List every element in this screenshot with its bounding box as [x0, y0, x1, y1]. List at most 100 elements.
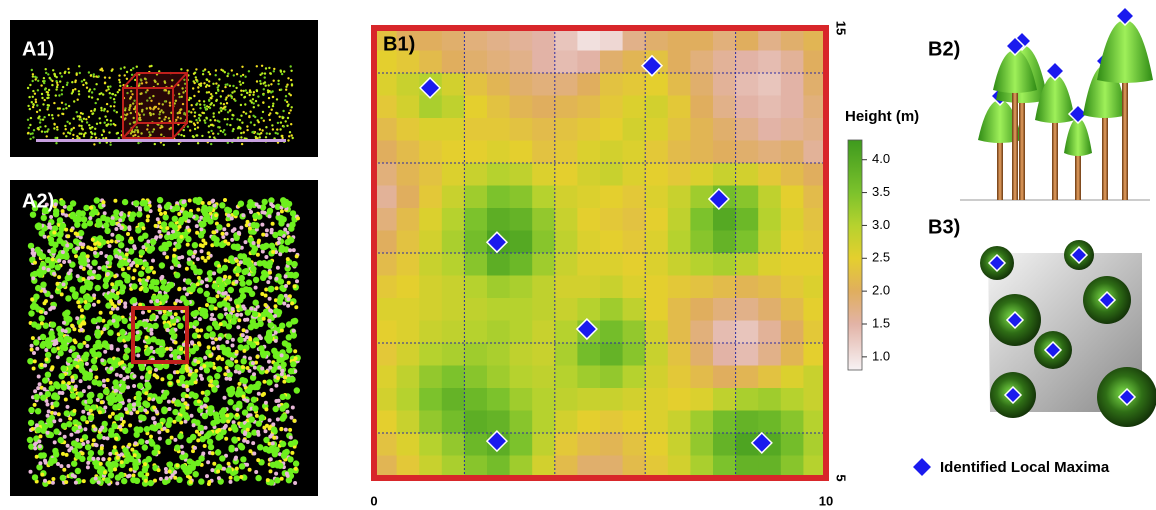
- heat-cell: [555, 51, 578, 74]
- point: [39, 126, 41, 128]
- point: [292, 419, 296, 423]
- heat-cell: [577, 298, 600, 321]
- point: [125, 367, 131, 373]
- point: [203, 444, 207, 448]
- point: [42, 424, 48, 430]
- heat-cell: [803, 298, 826, 321]
- point: [47, 97, 49, 99]
- point: [238, 382, 242, 386]
- point: [195, 119, 197, 121]
- point: [228, 361, 234, 367]
- heat-cell: [397, 73, 420, 96]
- point: [264, 72, 266, 74]
- point: [76, 111, 78, 113]
- point: [78, 93, 80, 95]
- point: [239, 275, 245, 281]
- point: [273, 314, 277, 318]
- heat-cell: [668, 253, 691, 276]
- point: [263, 309, 269, 315]
- point: [199, 366, 203, 370]
- point: [187, 250, 193, 256]
- point: [205, 432, 211, 438]
- point: [273, 406, 279, 412]
- point: [61, 452, 65, 456]
- point: [240, 132, 242, 134]
- point: [37, 375, 41, 379]
- point: [146, 218, 150, 222]
- x-tick-label: 10: [819, 493, 833, 508]
- point: [115, 373, 119, 377]
- point: [104, 82, 106, 84]
- point: [35, 285, 41, 291]
- point: [142, 444, 148, 450]
- point: [284, 275, 288, 279]
- point: [270, 91, 272, 93]
- point: [40, 253, 46, 259]
- point: [34, 394, 40, 400]
- point: [104, 477, 110, 483]
- point: [148, 480, 154, 486]
- point: [257, 260, 263, 266]
- point: [201, 452, 205, 456]
- point: [190, 340, 194, 344]
- point: [255, 136, 257, 138]
- point: [27, 119, 29, 121]
- point: [97, 468, 103, 474]
- point: [224, 350, 230, 356]
- point: [282, 302, 286, 306]
- heat-cell: [736, 388, 759, 411]
- point: [43, 459, 47, 463]
- point: [118, 425, 122, 429]
- point: [69, 122, 71, 124]
- heat-cell: [419, 433, 442, 456]
- point: [130, 69, 132, 71]
- point: [288, 248, 292, 252]
- point: [183, 287, 187, 291]
- point: [32, 103, 34, 105]
- point: [218, 111, 220, 113]
- point: [253, 300, 259, 306]
- point: [176, 370, 180, 374]
- heat-cell: [419, 411, 442, 434]
- point: [218, 78, 220, 80]
- point: [37, 127, 39, 129]
- point: [236, 325, 240, 329]
- point: [254, 470, 258, 474]
- point: [175, 299, 179, 303]
- point: [167, 374, 173, 380]
- point: [166, 283, 172, 289]
- heat-cell: [623, 456, 646, 479]
- point: [244, 103, 246, 105]
- heat-cell: [623, 276, 646, 299]
- point: [188, 110, 190, 112]
- point: [227, 73, 229, 75]
- point: [255, 381, 261, 387]
- point: [194, 111, 196, 113]
- point: [49, 77, 51, 79]
- heat-cell: [487, 141, 510, 164]
- point: [263, 88, 265, 90]
- point: [227, 462, 231, 466]
- point: [129, 468, 133, 472]
- point: [99, 251, 103, 255]
- point: [294, 356, 298, 360]
- heat-cell: [577, 118, 600, 141]
- point: [64, 125, 66, 127]
- point: [128, 216, 134, 222]
- point: [225, 232, 229, 236]
- point: [191, 104, 193, 106]
- point: [146, 214, 150, 218]
- heat-cell: [736, 253, 759, 276]
- point: [213, 380, 219, 386]
- point: [193, 471, 199, 477]
- point: [175, 401, 181, 407]
- point: [41, 97, 43, 99]
- point: [193, 250, 197, 254]
- point: [97, 235, 103, 241]
- point: [255, 202, 259, 206]
- point: [226, 323, 232, 329]
- point: [210, 130, 212, 132]
- heat-cell: [781, 321, 804, 344]
- point: [46, 431, 50, 435]
- heat-cell: [419, 366, 442, 389]
